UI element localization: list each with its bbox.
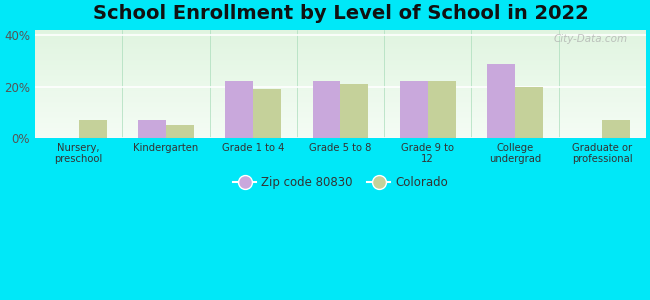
Bar bbox=[515, 87, 543, 138]
Bar bbox=[341, 84, 369, 138]
Bar bbox=[79, 120, 107, 138]
Text: City-Data.com: City-Data.com bbox=[553, 34, 627, 44]
Bar bbox=[138, 120, 166, 138]
Bar bbox=[226, 82, 253, 138]
Bar bbox=[602, 120, 630, 138]
Bar bbox=[166, 125, 194, 138]
Bar bbox=[428, 82, 456, 138]
Legend: Zip code 80830, Colorado: Zip code 80830, Colorado bbox=[228, 172, 452, 194]
Bar bbox=[487, 64, 515, 138]
Bar bbox=[313, 82, 341, 138]
Bar bbox=[400, 82, 428, 138]
Title: School Enrollment by Level of School in 2022: School Enrollment by Level of School in … bbox=[92, 4, 588, 23]
Bar bbox=[253, 89, 281, 138]
